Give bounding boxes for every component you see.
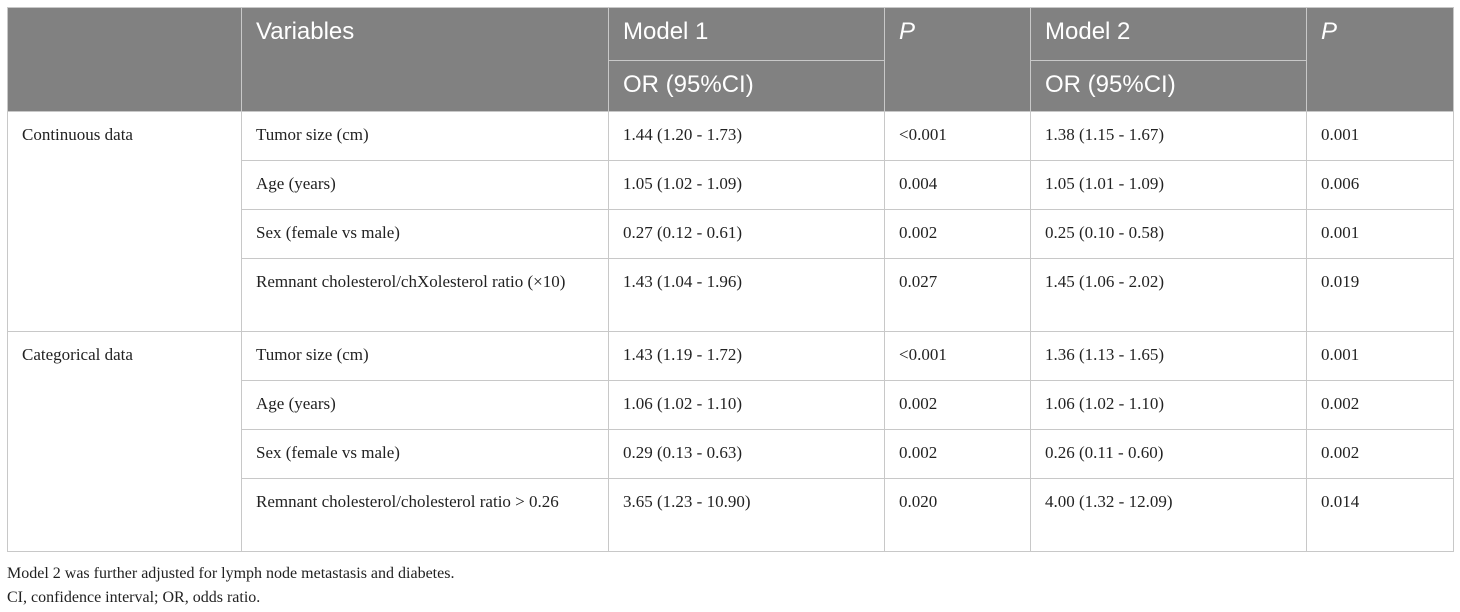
cell-model-2-p: 0.001 (1306, 209, 1454, 259)
header-variables: Variables (241, 7, 609, 112)
table-row: Sex (female vs male) 0.27 (0.12 - 0.61) … (8, 209, 1454, 259)
group-label-continuous: Continuous data (7, 111, 242, 332)
cell-model-2-p: 0.001 (1306, 111, 1454, 161)
cell-variable: Sex (female vs male) (241, 209, 609, 259)
cell-model-1-p: 0.004 (884, 160, 1031, 210)
cell-model-2-or: 0.25 (0.10 - 0.58) (1030, 209, 1307, 259)
table-row: Sex (female vs male) 0.29 (0.13 - 0.63) … (8, 429, 1454, 479)
cell-model-2-or: 1.05 (1.01 - 1.09) (1030, 160, 1307, 210)
cell-model-1-or: 1.06 (1.02 - 1.10) (608, 380, 885, 430)
cell-variable: Remnant cholesterol/chXolesterol ratio (… (241, 258, 609, 332)
cell-variable: Tumor size (cm) (241, 111, 609, 161)
table-row: Remnant cholesterol/chXolesterol ratio (… (8, 258, 1454, 332)
cell-model-1-p: <0.001 (884, 111, 1031, 161)
cell-model-1-or: 0.29 (0.13 - 0.63) (608, 429, 885, 479)
cell-model-2-or: 1.36 (1.13 - 1.65) (1030, 331, 1307, 381)
header-p-model-1-label: P (899, 18, 916, 45)
header-group-blank (7, 7, 242, 112)
table-row: Categorical data Tumor size (cm) 1.43 (1… (7, 331, 1454, 552)
cell-model-1-p: 0.027 (884, 258, 1031, 332)
cell-model-2-or: 0.26 (0.11 - 0.60) (1030, 429, 1307, 479)
table-row: Age (years) 1.05 (1.02 - 1.09) 0.004 1.0… (8, 160, 1454, 210)
cell-model-2-or: 1.45 (1.06 - 2.02) (1030, 258, 1307, 332)
table-header: Variables Model 1 P Model 2 P OR (95%CI)… (7, 7, 1454, 112)
cell-variable: Sex (female vs male) (241, 429, 609, 479)
cell-model-2-p: 0.002 (1306, 429, 1454, 479)
cell-model-2-p: 0.002 (1306, 380, 1454, 430)
cell-variable: Remnant cholesterol/cholesterol ratio > … (241, 478, 609, 552)
group-label-categorical: Categorical data (7, 331, 242, 552)
cell-model-1-or: 0.27 (0.12 - 0.61) (608, 209, 885, 259)
footnote-model-2: Model 2 was further adjusted for lymph n… (7, 565, 455, 582)
cell-model-2-p: 0.006 (1306, 160, 1454, 210)
cell-model-2-or: 4.00 (1.32 - 12.09) (1030, 478, 1307, 552)
cell-model-1-p: <0.001 (884, 331, 1031, 381)
header-or-ci-model-2: OR (95%CI) (1030, 60, 1307, 112)
footnote-abbreviations: CI, confidence interval; OR, odds ratio. (7, 589, 261, 606)
cell-model-1-or: 1.43 (1.04 - 1.96) (608, 258, 885, 332)
cell-variable: Age (years) (241, 160, 609, 210)
table-row: Remnant cholesterol/cholesterol ratio > … (8, 478, 1454, 552)
header-p-model-2-label: P (1321, 18, 1338, 45)
table-row: Age (years) 1.06 (1.02 - 1.10) 0.002 1.0… (8, 380, 1454, 430)
cell-model-2-p: 0.014 (1306, 478, 1454, 552)
table-body: Continuous data Tumor size (cm) 1.44 (1.… (7, 111, 1454, 552)
cell-model-1-p: 0.002 (884, 380, 1031, 430)
cell-model-1-p: 0.002 (884, 209, 1031, 259)
cell-model-2-p: 0.001 (1306, 331, 1454, 381)
cell-model-2-p: 0.019 (1306, 258, 1454, 332)
cell-model-1-or: 1.43 (1.19 - 1.72) (608, 331, 885, 381)
cell-variable: Tumor size (cm) (241, 331, 609, 381)
cell-model-1-p: 0.002 (884, 429, 1031, 479)
table-footnotes: Model 2 was further adjusted for lymph n… (7, 562, 454, 610)
cell-model-2-or: 1.06 (1.02 - 1.10) (1030, 380, 1307, 430)
header-model-1: Model 1 (608, 7, 885, 61)
header-or-ci-model-1: OR (95%CI) (608, 60, 885, 112)
cell-model-1-or: 3.65 (1.23 - 10.90) (608, 478, 885, 552)
cell-model-2-or: 1.38 (1.15 - 1.67) (1030, 111, 1307, 161)
results-table-container: Variables Model 1 P Model 2 P OR (95%CI)… (7, 7, 1454, 552)
cell-model-1-or: 1.44 (1.20 - 1.73) (608, 111, 885, 161)
cell-variable: Age (years) (241, 380, 609, 430)
cell-model-1-or: 1.05 (1.02 - 1.09) (608, 160, 885, 210)
cell-model-1-p: 0.020 (884, 478, 1031, 552)
header-p-model-2: P (1306, 7, 1454, 112)
table-row: Continuous data Tumor size (cm) 1.44 (1.… (7, 111, 1454, 332)
regression-results-table: Variables Model 1 P Model 2 P OR (95%CI)… (7, 7, 1454, 552)
header-p-model-1: P (884, 7, 1031, 112)
header-model-2: Model 2 (1030, 7, 1307, 61)
